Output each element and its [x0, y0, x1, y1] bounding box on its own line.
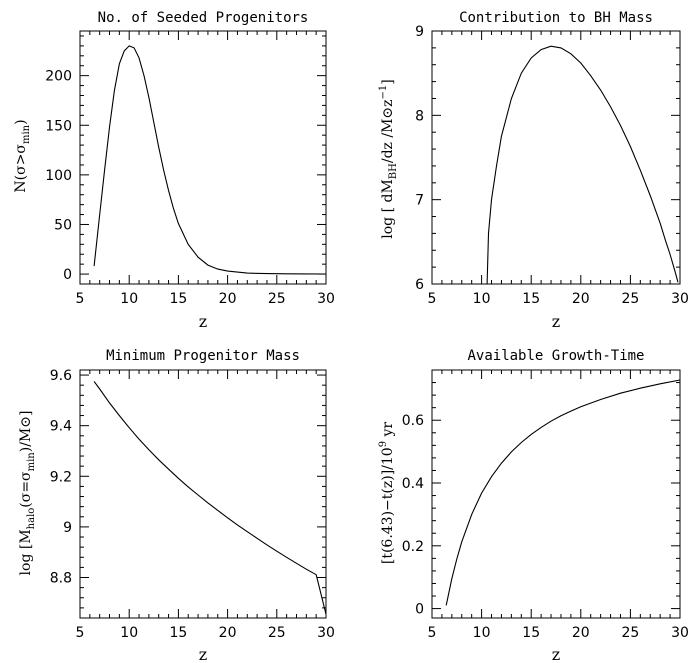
plot-frame [431, 369, 681, 619]
x-tick-label: 10 [120, 625, 138, 641]
panel-bh-mass-contribution: Contribution to BH Mass 5 10 15 20 25 306789 … [378, 10, 689, 331]
chart-title: No. of Seeded Progenitors [98, 10, 309, 26]
y-tick-label: 9.4 [50, 419, 72, 435]
y-axis-label: log [Mhalo(σ=σmin)/M⊙] [18, 411, 37, 576]
y-tick-label: 0.2 [402, 539, 424, 555]
y-tick-label: 0 [63, 267, 72, 283]
y-tick-label: 8 [415, 108, 424, 124]
x-tick-label: 10 [473, 291, 491, 307]
plot-frame [79, 369, 327, 619]
x-tick-label: 20 [572, 291, 590, 307]
y-tick-label: 9.6 [50, 368, 72, 384]
y-axis-label: log [ dMBH/dz /M⊙z−1] [378, 79, 399, 239]
y-tick-label: 50 [54, 217, 72, 233]
y-axis-label-subscript: min [21, 124, 32, 144]
y-tick-label: 9 [63, 520, 72, 536]
series-line [93, 381, 327, 615]
y-tick-label: 0.4 [402, 476, 424, 492]
x-axis-label: z [552, 312, 560, 331]
y-tick-label: 9.2 [50, 469, 72, 485]
x-axis-label: z [199, 645, 207, 663]
x-tick-label: 25 [268, 625, 286, 641]
plot-frame [431, 30, 681, 285]
chart-title: Contribution to BH Mass [459, 10, 653, 26]
y-tick-label: 150 [45, 118, 72, 134]
panel-growth-time: Available Growth-Time 5 10 15 20 25 30 0 0.2 0.4… [378, 348, 689, 663]
y-tick-label: 100 [45, 168, 72, 184]
x-tick-label: 25 [621, 625, 639, 641]
y-tick-label: 8.8 [50, 571, 72, 587]
x-tick-label: 5 [76, 625, 85, 641]
x-tick-label: 5 [76, 291, 85, 307]
plot-frame [79, 30, 327, 285]
x-tick-label: 20 [219, 291, 237, 307]
x-tick-label: 15 [169, 625, 187, 641]
series-line [93, 45, 327, 275]
y-axis-label: [t(6.43)−t(z)]/109 yr [378, 422, 396, 565]
x-tick-label: 30 [671, 291, 689, 307]
x-tick-label: 20 [219, 625, 237, 641]
y-tick-label: 0.6 [402, 413, 424, 429]
x-tick-label: 15 [169, 291, 187, 307]
x-tick-label: 15 [522, 625, 540, 641]
x-tick-label: 15 [522, 291, 540, 307]
x-tick-label: 5 [428, 625, 437, 641]
x-tick-label: 10 [120, 291, 138, 307]
x-tick-label: 20 [572, 625, 590, 641]
series-line [445, 379, 681, 606]
panel-seeded-progenitors: No. of Seeded Progenitors 5 10 15 20 25 30 0 50… [13, 10, 335, 331]
y-tick-label: 7 [415, 193, 424, 209]
x-tick-label: 25 [268, 291, 286, 307]
panel-min-progenitor-mass: Minimum Progenitor Mass 5 10 15 20 25 30 8.8 9 9… [18, 348, 335, 663]
x-tick-label: 30 [317, 291, 335, 307]
y-tick-label: 200 [45, 69, 72, 85]
x-tick-label: 5 [428, 291, 437, 307]
x-tick-label: 30 [671, 625, 689, 641]
x-tick-label: 25 [621, 291, 639, 307]
series-line [486, 45, 679, 285]
x-tick-label: 30 [317, 625, 335, 641]
y-tick-label: 6 [415, 277, 424, 293]
x-axis-label: z [199, 312, 207, 331]
y-tick-label: 9 [415, 24, 424, 40]
x-tick-label: 10 [473, 625, 491, 641]
x-axis-label: z [552, 645, 560, 663]
chart-title: Available Growth-Time [467, 348, 644, 364]
chart-title: Minimum Progenitor Mass [106, 348, 300, 364]
y-tick-label: 0 [415, 602, 424, 618]
y-axis-label: N(σ>σmin) [13, 119, 32, 192]
